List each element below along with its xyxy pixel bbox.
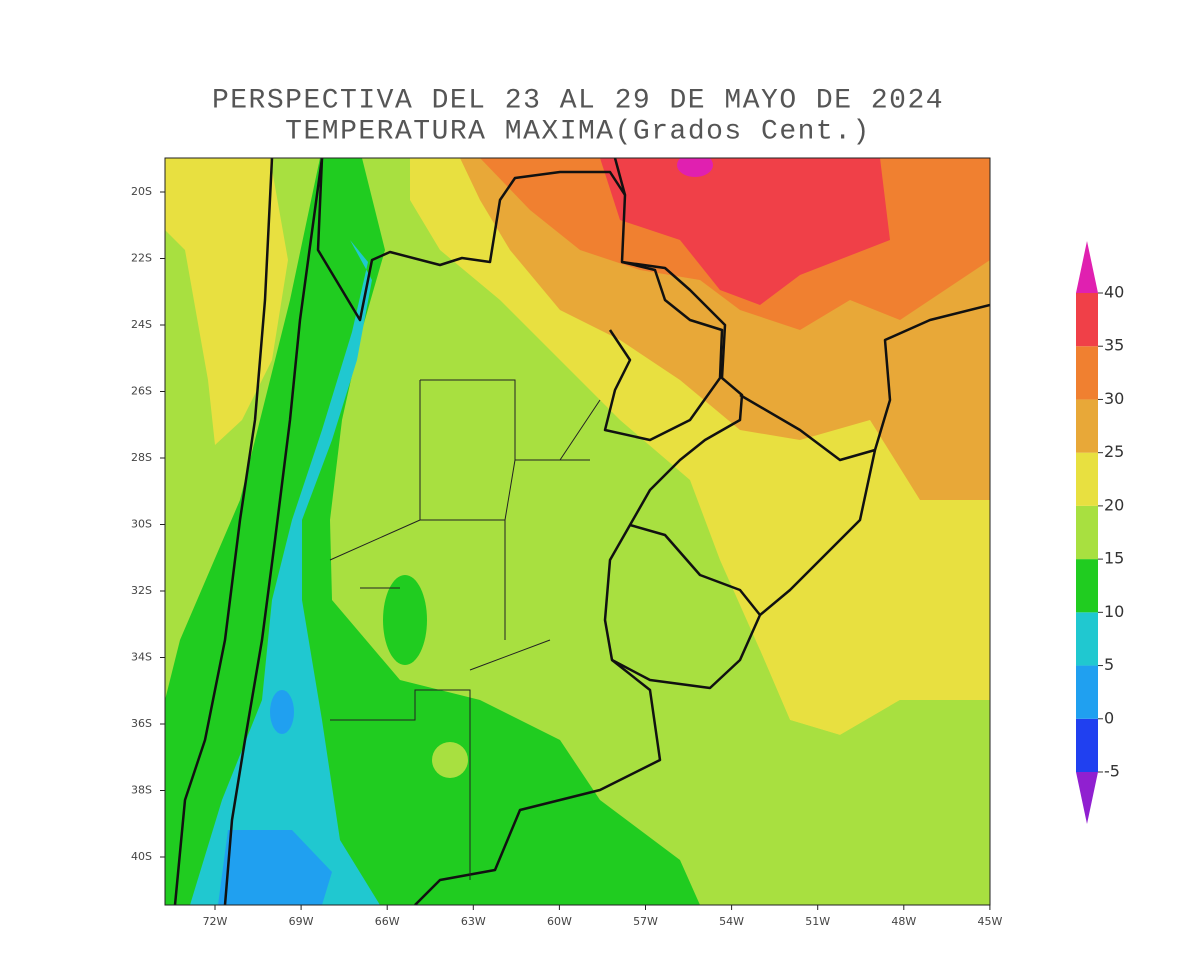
lat-label: 38S	[131, 784, 152, 797]
lon-label: 66W	[375, 915, 400, 928]
lat-label: 36S	[131, 717, 152, 730]
colorbar-label: 25	[1104, 442, 1124, 461]
colorbar-band	[1076, 346, 1098, 400]
lat-label: 30S	[131, 518, 152, 531]
colorbar-band	[1076, 452, 1098, 506]
lon-label: 60W	[547, 915, 572, 928]
title-line: TEMPERATURA MAXIMA(Grados Cent.)	[285, 116, 871, 147]
lon-label: 72W	[203, 915, 228, 928]
colorbar-label: -5	[1104, 762, 1120, 781]
colorbar-label: 40	[1104, 283, 1124, 302]
colorbar-label: 15	[1104, 549, 1124, 568]
lon-label: 45W	[977, 915, 1002, 928]
colorbar-band	[1076, 293, 1098, 347]
lon-label: 51W	[805, 915, 830, 928]
lon-label: 69W	[289, 915, 314, 928]
map-field	[165, 158, 990, 905]
colorbar-low	[1076, 772, 1098, 824]
colorbar-band	[1076, 665, 1098, 719]
lat-label: 24S	[131, 318, 152, 331]
colorbar-band	[1076, 559, 1098, 613]
colorbar-label: 30	[1104, 389, 1124, 408]
colorbar-label: 0	[1104, 708, 1114, 727]
lon-label: 57W	[633, 915, 658, 928]
lat-label: 22S	[131, 252, 152, 265]
lon-label: 54W	[719, 915, 744, 928]
lat-label: 32S	[131, 584, 152, 597]
colorbar-band	[1076, 718, 1098, 772]
lat-label: 20S	[131, 185, 152, 198]
colorbar-label: 20	[1104, 495, 1124, 514]
lat-label: 34S	[131, 651, 152, 664]
colorbar-label: 10	[1104, 602, 1124, 621]
lat-label: 40S	[131, 850, 152, 863]
lat-label: 28S	[131, 451, 152, 464]
colorbar: -5 0 5 10 15 20 25 30 35 40	[1076, 241, 1124, 824]
lon-label: 48W	[891, 915, 916, 928]
colorbar-label: 35	[1104, 336, 1124, 355]
colorbar-band	[1076, 612, 1098, 666]
lon-label: 63W	[461, 915, 486, 928]
title-line: PERSPECTIVA DEL 23 AL 29 DE MAYO DE 2024	[212, 85, 944, 116]
lat-label: 26S	[131, 385, 152, 398]
map-frame	[164, 157, 991, 906]
colorbar-band	[1076, 399, 1098, 453]
colorbar-high	[1076, 241, 1098, 293]
colorbar-band	[1076, 505, 1098, 560]
colorbar-label: 5	[1104, 655, 1114, 674]
axis-ticks: 20S 22S 24S 26S 28S 30S 32S 34S 36S 38S 40S 72W 69W 6…	[131, 185, 1002, 928]
